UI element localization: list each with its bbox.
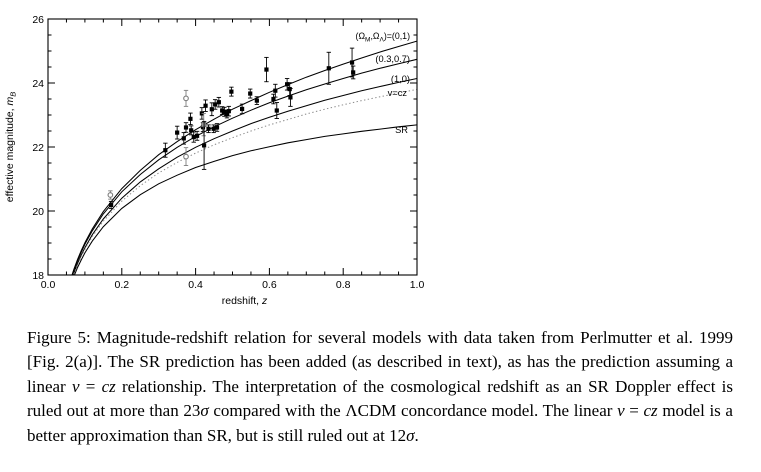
x-tick-label: 0.2	[114, 279, 129, 291]
data-point	[191, 131, 196, 143]
x-axis-title: redshift, z	[222, 295, 268, 307]
y-tick-label: 18	[32, 270, 44, 282]
curve-omega-1-0	[72, 77, 417, 275]
curve-label-v-equals-cz: v=cz	[388, 88, 408, 98]
caption-run: cz	[643, 401, 658, 421]
curve-label-omega-1-0: (1,0)	[391, 74, 410, 84]
data-point	[248, 88, 253, 99]
x-tick-label: 0.4	[188, 279, 203, 291]
caption-run: Figure 5: Magnitude-redshift relation fo…	[27, 328, 733, 396]
caption-run: =	[624, 401, 644, 421]
data-point	[188, 112, 193, 126]
data-point	[183, 147, 189, 167]
data-point	[107, 190, 114, 200]
x-tick-label: 0.6	[262, 279, 277, 291]
caption-run: σ	[200, 401, 209, 421]
curve-SR	[73, 124, 417, 275]
curve-omega-0-1	[71, 40, 417, 275]
x-tick-label: 0.8	[336, 279, 351, 291]
magnitude-redshift-plot: 0.0 0.2 0.4 0.6 0.8 1.0 18 20 22 24 26 redshift, z e…	[4, 14, 425, 307]
data-point	[211, 124, 216, 134]
y-tick-label: 26	[32, 14, 44, 26]
y-axis-title: effective magnitude, mB	[4, 92, 17, 202]
data-point	[214, 123, 220, 132]
data-point	[254, 96, 260, 105]
data-point	[201, 120, 207, 170]
data-point	[194, 130, 200, 141]
x-tick-label: 1.0	[410, 279, 425, 291]
caption-run: .	[414, 425, 419, 445]
supernova-data-points	[107, 47, 356, 209]
data-point	[181, 132, 186, 145]
axis-ticks	[47, 18, 418, 276]
data-point	[326, 51, 332, 85]
figure-area: 0.0 0.2 0.4 0.6 0.8 1.0 18 20 22 24 26 redshift, z e…	[4, 14, 425, 307]
caption-run: v	[71, 376, 80, 396]
data-point	[163, 142, 168, 158]
curve-v-equals-cz	[72, 88, 417, 275]
data-point	[212, 99, 218, 110]
y-tick-label: 20	[32, 206, 44, 218]
data-point	[174, 125, 180, 140]
page: 0.0 0.2 0.4 0.6 0.8 1.0 18 20 22 24 26 redshift, z e…	[4, 14, 733, 448]
x-tick-label: 0.0	[41, 279, 56, 291]
curve-label-SR: SR	[395, 125, 408, 135]
caption-run: cz	[101, 376, 116, 396]
curve-label-omega-03-07: (0.3,0.7)	[375, 54, 410, 64]
curve-omega-03-07	[71, 58, 417, 275]
data-point	[188, 125, 194, 136]
data-point	[288, 87, 293, 107]
caption-run: =	[79, 376, 102, 396]
data-point	[226, 105, 232, 117]
data-point	[183, 122, 189, 133]
caption-run: v	[617, 401, 625, 421]
curve-label-omega-0-1: (ΩM,ΩΛ)=(0,1)	[356, 31, 411, 43]
data-point	[222, 106, 227, 117]
caption-run: σ	[406, 425, 415, 445]
data-point	[183, 89, 189, 107]
figure-caption: Figure 5: Magnitude-redshift relation fo…	[27, 326, 733, 448]
data-point	[350, 65, 356, 80]
data-point	[239, 103, 245, 115]
y-tick-label: 24	[32, 78, 44, 90]
data-point	[203, 99, 208, 112]
y-tick-label: 22	[32, 142, 44, 154]
data-point	[264, 56, 269, 83]
caption-run: model is a better approximation than SR,…	[27, 401, 733, 445]
data-point	[273, 83, 278, 98]
data-point	[274, 102, 279, 119]
caption-run: relationship. The interpretation of the …	[27, 376, 734, 421]
data-point	[219, 106, 225, 115]
caption-run: compared with the ΛCDM concordance model…	[208, 401, 618, 421]
data-point	[108, 200, 114, 209]
data-point	[216, 96, 222, 108]
data-point	[229, 86, 234, 97]
data-point	[206, 124, 211, 134]
plot-frame	[47, 18, 418, 276]
model-curves	[71, 40, 417, 275]
